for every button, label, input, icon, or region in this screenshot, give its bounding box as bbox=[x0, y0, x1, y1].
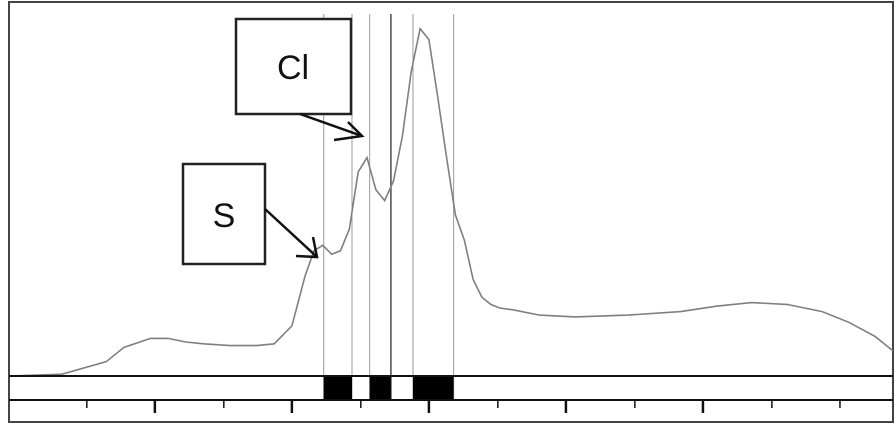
annotation-cl-label: Cl bbox=[277, 49, 309, 87]
plot-frame bbox=[9, 2, 893, 422]
region-band bbox=[324, 377, 352, 399]
annotation-s-label: S bbox=[213, 197, 236, 235]
region-bands bbox=[324, 377, 454, 399]
region-band bbox=[370, 377, 391, 399]
region-band bbox=[413, 377, 454, 399]
